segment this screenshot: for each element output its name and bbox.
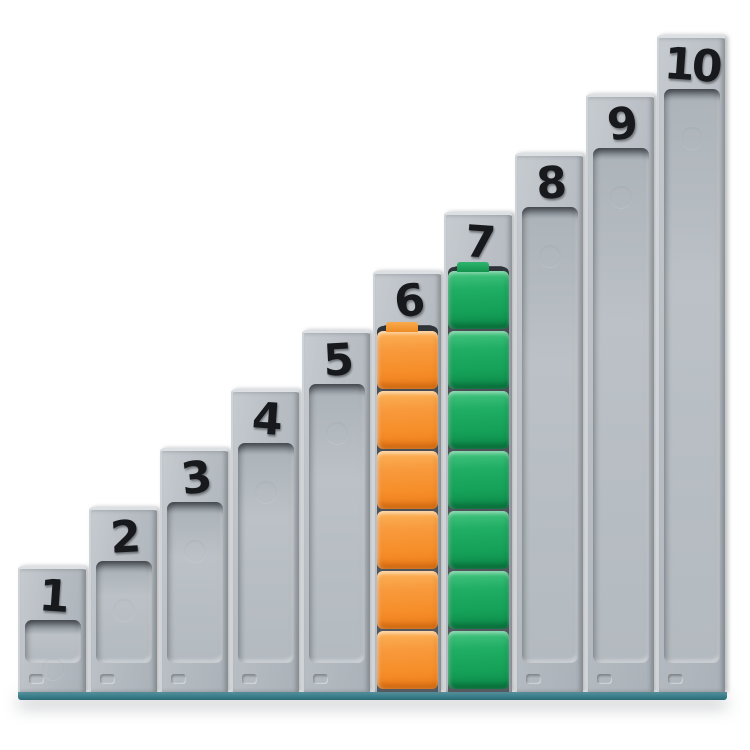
column-7: 7 bbox=[444, 212, 512, 692]
orange-stacking-cube bbox=[377, 451, 438, 509]
column-1: 1 bbox=[18, 566, 86, 692]
column-number-label: 2 bbox=[108, 510, 140, 564]
orange-stacking-cube bbox=[377, 511, 438, 569]
column-foot bbox=[20, 668, 86, 692]
column-number-label: 4 bbox=[250, 392, 282, 446]
column-foot bbox=[304, 668, 370, 692]
cube-channel bbox=[448, 262, 509, 692]
mold-notch bbox=[668, 674, 683, 684]
column-9: 9 bbox=[586, 94, 654, 692]
mold-notch bbox=[313, 674, 328, 684]
column-10: 10 bbox=[657, 35, 725, 692]
column-recessed-panel bbox=[664, 89, 720, 663]
column-recessed-panel bbox=[522, 207, 578, 663]
column-number-label: 8 bbox=[534, 156, 566, 210]
mold-notch bbox=[526, 674, 541, 684]
green-stacking-cube bbox=[448, 571, 509, 629]
orange-stacking-cube bbox=[377, 322, 438, 389]
column-number-label: 7 bbox=[463, 215, 495, 269]
column-recessed-panel bbox=[238, 443, 294, 663]
column-foot bbox=[659, 668, 725, 692]
mold-notch bbox=[171, 674, 186, 684]
column-8: 8 bbox=[515, 153, 583, 692]
column-recessed-panel bbox=[96, 561, 152, 663]
column-4: 4 bbox=[231, 389, 299, 692]
green-stacking-cube bbox=[448, 631, 509, 689]
column-foot bbox=[233, 668, 299, 692]
column-foot bbox=[91, 668, 157, 692]
column-number-label: 3 bbox=[178, 450, 213, 505]
orange-stacking-cube bbox=[377, 571, 438, 629]
cube-channel bbox=[377, 322, 438, 692]
columns-row: 1 2 3 4 5 6 7 8 9 10 bbox=[18, 35, 727, 692]
mold-notch bbox=[242, 674, 257, 684]
column-5: 5 bbox=[302, 330, 370, 692]
column-number-label: 5 bbox=[321, 333, 353, 387]
staircase-board: 1 2 3 4 5 6 7 8 9 10 bbox=[18, 35, 727, 700]
column-number-label: 6 bbox=[391, 273, 425, 328]
column-foot bbox=[517, 668, 583, 692]
orange-stacking-cube bbox=[377, 391, 438, 449]
cube-stack-orange bbox=[377, 322, 438, 692]
column-recessed-panel bbox=[25, 620, 81, 663]
column-number-label: 1 bbox=[37, 569, 69, 623]
green-stacking-cube bbox=[448, 511, 509, 569]
column-3: 3 bbox=[160, 448, 228, 692]
column-number-label: 9 bbox=[604, 96, 638, 151]
column-foot bbox=[588, 668, 654, 692]
column-number-label: 10 bbox=[662, 37, 722, 93]
orange-stacking-cube bbox=[377, 631, 438, 689]
cube-stack-green bbox=[448, 262, 509, 692]
mold-notch bbox=[100, 674, 115, 684]
base-strip bbox=[18, 692, 727, 700]
column-recessed-panel bbox=[309, 384, 365, 663]
column-2: 2 bbox=[89, 507, 157, 692]
column-foot bbox=[162, 668, 228, 692]
green-stacking-cube bbox=[448, 391, 509, 449]
green-stacking-cube bbox=[448, 451, 509, 509]
mold-notch bbox=[29, 674, 44, 684]
green-stacking-cube bbox=[448, 331, 509, 389]
column-recessed-panel bbox=[593, 148, 649, 663]
column-recessed-panel bbox=[167, 502, 223, 663]
green-stacking-cube bbox=[448, 262, 509, 329]
mold-notch bbox=[597, 674, 612, 684]
column-6: 6 bbox=[373, 271, 441, 692]
